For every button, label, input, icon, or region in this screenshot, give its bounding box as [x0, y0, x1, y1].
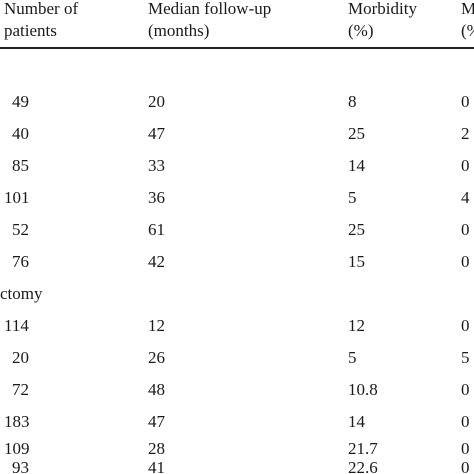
cell-followup: 28 [148, 439, 165, 458]
col-morbidity-header-line1: Morbidity [348, 0, 417, 18]
cell-morbidity: 14 [348, 156, 365, 175]
cell-followup: 47 [148, 412, 165, 431]
section-label: ctomy [0, 284, 43, 303]
cell-followup: 26 [148, 348, 165, 367]
cell-morbidity: 5 [348, 348, 357, 367]
cell-followup: 12 [148, 316, 165, 335]
cell-mortality: 0 [461, 252, 470, 271]
cell-followup: 33 [148, 156, 165, 175]
cell-mortality: 5 [461, 348, 470, 367]
col-mortality-header-line2: (% [461, 21, 474, 40]
cell-mortality: 0 [461, 92, 470, 111]
cell-morbidity: 5 [348, 188, 357, 207]
cell-mortality: 0 [461, 380, 470, 399]
cell-mortality: 0 [461, 316, 470, 335]
cell-mortality: 0 [461, 156, 470, 175]
cell-patients: 183 [4, 412, 30, 431]
cell-patients: 85 [12, 156, 29, 175]
cell-followup: 41 [148, 458, 165, 474]
cell-patients: 101 [4, 188, 30, 207]
cell-followup: 48 [148, 380, 165, 399]
cell-patients: 49 [12, 92, 29, 111]
cell-patients: 40 [12, 124, 29, 143]
cell-morbidity: 22.6 [348, 458, 378, 474]
col-followup-header-line1: Median follow-up [148, 0, 272, 18]
cell-patients: 76 [12, 252, 29, 271]
cell-patients: 109 [4, 439, 30, 458]
cell-morbidity: 8 [348, 92, 357, 111]
col-mortality-header-line1: M [461, 0, 474, 18]
cell-followup: 20 [148, 92, 165, 111]
cell-morbidity: 21.7 [348, 439, 378, 458]
cell-morbidity: 14 [348, 412, 365, 431]
cell-followup: 61 [148, 220, 165, 239]
cell-morbidity: 25 [348, 220, 365, 239]
cell-morbidity: 10.8 [348, 380, 378, 399]
cell-mortality: 0 [461, 439, 470, 458]
cell-patients: 72 [12, 380, 29, 399]
cell-mortality: 0 [461, 458, 470, 474]
cell-followup: 42 [148, 252, 165, 271]
header-rule [0, 47, 474, 49]
cell-patients: 20 [12, 348, 29, 367]
cell-mortality: 2 [461, 124, 470, 143]
col-patients-header-line1: Number of [4, 0, 79, 18]
cell-patients: 114 [4, 316, 29, 335]
cell-patients: 93 [12, 458, 29, 474]
cell-mortality: 4 [461, 188, 470, 207]
cell-morbidity: 25 [348, 124, 365, 143]
cell-followup: 47 [148, 124, 165, 143]
col-patients-header-line2: patients [4, 21, 57, 40]
cell-followup: 36 [148, 188, 165, 207]
col-morbidity-header-line2: (%) [348, 21, 374, 40]
cell-morbidity: 15 [348, 252, 365, 271]
cell-patients: 52 [12, 220, 29, 239]
col-followup-header-line2: (months) [148, 21, 210, 40]
cell-morbidity: 12 [348, 316, 365, 335]
cell-mortality: 0 [461, 220, 470, 239]
cell-mortality: 0 [461, 412, 470, 431]
